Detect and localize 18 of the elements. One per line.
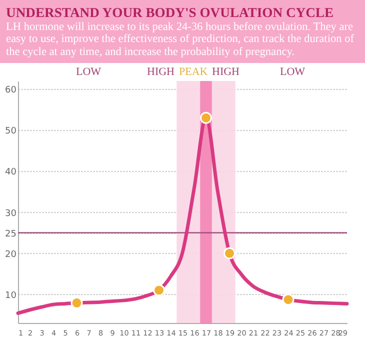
text: LOW — [280, 66, 306, 78]
text: LOW — [76, 66, 102, 78]
chart-subtitle: LH hormone will increase to its peak 24-36 hours before ovulation. They are easy to use, improve the effectiveness of prediction, can track the duration of the cycle at any time, and increase the probability of pregnancy. — [6, 21, 355, 58]
text: PEAK — [179, 66, 208, 78]
chart-title: UNDERSTAND YOUR BODY'S OVULATION CYCLE — [6, 4, 335, 21]
y-tick-label: 50 — [5, 126, 17, 137]
y-tick-label: 25 — [5, 229, 16, 240]
text: HIGH — [147, 66, 174, 78]
y-tick-label: 20 — [5, 250, 17, 260]
y-tick-label: 60 — [5, 86, 17, 96]
point — [282, 294, 294, 306]
text: HIGH — [212, 66, 240, 78]
point — [224, 248, 236, 260]
point — [200, 112, 212, 124]
y-tick-label: 40 — [5, 168, 17, 178]
y-tick-label: 10 — [5, 291, 17, 302]
point — [153, 284, 165, 296]
y-tick-label: 30 — [5, 208, 17, 219]
